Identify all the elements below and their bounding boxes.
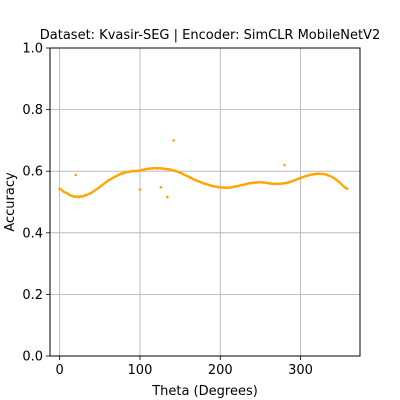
data-point bbox=[159, 185, 163, 189]
y-tick-label: 0.4 bbox=[22, 226, 43, 241]
data-point bbox=[165, 195, 169, 199]
data-point bbox=[138, 188, 142, 191]
x-tick-label: 0 bbox=[55, 363, 63, 378]
data-point bbox=[172, 139, 175, 142]
data-point bbox=[339, 182, 343, 185]
x-tick-label: 200 bbox=[208, 363, 233, 378]
data-point bbox=[283, 163, 286, 167]
y-tick-label: 0.8 bbox=[22, 103, 43, 118]
data-point bbox=[337, 180, 341, 184]
x-axis-label: Theta (Degrees) bbox=[151, 384, 258, 399]
y-tick-label: 0.2 bbox=[22, 288, 43, 303]
data-point bbox=[341, 183, 344, 187]
chart-title: Dataset: Kvasir-SEG | Encoder: SimCLR Mo… bbox=[40, 28, 380, 43]
y-axis-label: Accuracy bbox=[3, 172, 18, 232]
y-tick-label: 0.6 bbox=[22, 165, 43, 180]
data-points bbox=[58, 139, 349, 199]
x-axis-ticks: 0 100 200 300 bbox=[55, 356, 313, 378]
x-tick-label: 100 bbox=[128, 363, 153, 378]
x-tick-label: 300 bbox=[288, 363, 313, 378]
y-tick-label: 1.0 bbox=[22, 42, 43, 57]
y-tick-label: 0.0 bbox=[22, 350, 43, 365]
data-point bbox=[74, 173, 77, 177]
data-point bbox=[59, 188, 63, 191]
y-axis-ticks: 0.0 0.2 0.4 0.6 0.8 1.0 bbox=[22, 42, 50, 365]
plot-frame bbox=[49, 47, 361, 357]
data-point bbox=[345, 187, 349, 191]
